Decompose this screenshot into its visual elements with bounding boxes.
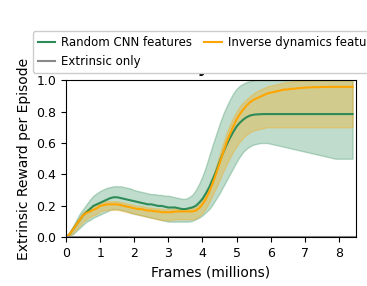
- Legend: Random CNN features, Extrinsic only, Inverse dynamics features: Random CNN features, Extrinsic only, Inv…: [33, 31, 367, 73]
- Random CNN features: [262, 112, 266, 116]
- Random CNN features: [64, 236, 68, 239]
- Inverse dynamics features: [149, 209, 153, 212]
- Y-axis label: Extrinsic Reward per Episode: Extrinsic Reward per Episode: [17, 58, 31, 260]
- Random CNN features: [350, 112, 355, 116]
- Title: Unity maze: Unity maze: [159, 58, 264, 76]
- Line: Inverse dynamics features: Inverse dynamics features: [66, 87, 353, 237]
- X-axis label: Frames (millions): Frames (millions): [152, 266, 270, 280]
- Random CNN features: [149, 202, 153, 206]
- Inverse dynamics features: [207, 190, 211, 194]
- Random CNN features: [153, 203, 157, 207]
- Inverse dynamics features: [112, 202, 116, 206]
- Random CNN features: [207, 185, 211, 189]
- Random CNN features: [163, 205, 167, 208]
- Inverse dynamics features: [327, 85, 331, 89]
- Inverse dynamics features: [163, 210, 167, 214]
- Inverse dynamics features: [337, 85, 341, 89]
- Random CNN features: [337, 112, 341, 116]
- Inverse dynamics features: [153, 210, 157, 213]
- Inverse dynamics features: [64, 236, 68, 239]
- Random CNN features: [112, 196, 116, 199]
- Line: Random CNN features: Random CNN features: [66, 114, 353, 237]
- Inverse dynamics features: [350, 85, 355, 89]
